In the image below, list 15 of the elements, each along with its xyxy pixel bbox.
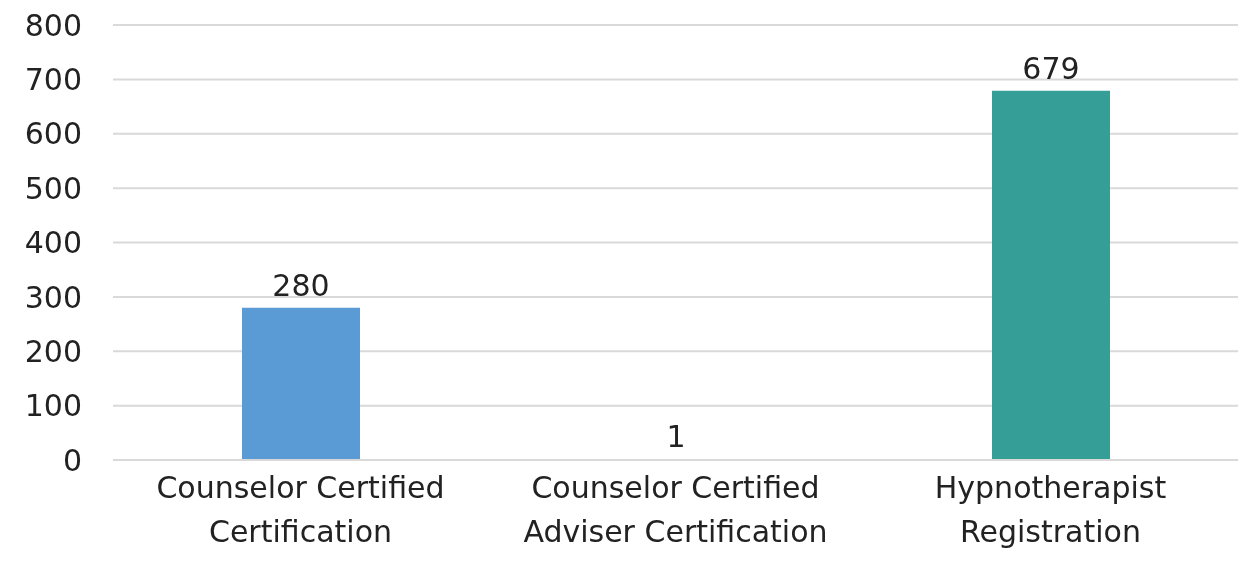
y-tick-label: 100: [24, 388, 82, 424]
x-tick-label: Counselor Certified Adviser Certification: [523, 470, 828, 549]
data-label: 1: [666, 419, 686, 455]
y-tick-label: 600: [24, 116, 82, 152]
y-tick-label: 200: [24, 333, 82, 369]
y-tick-label: 300: [24, 279, 82, 315]
y-tick-label: 400: [24, 225, 82, 261]
data-label: 679: [1022, 50, 1080, 86]
y-tick-label: 700: [24, 62, 82, 98]
data-label: 280: [272, 267, 330, 303]
y-tick-label: 0: [62, 442, 82, 478]
y-tick-label: 500: [24, 170, 82, 206]
y-tick-label: 800: [24, 7, 82, 43]
x-tick-label: Counselor Certified Certification: [156, 470, 445, 549]
x-tick-label: Hypnotherapist Registration: [934, 470, 1167, 549]
